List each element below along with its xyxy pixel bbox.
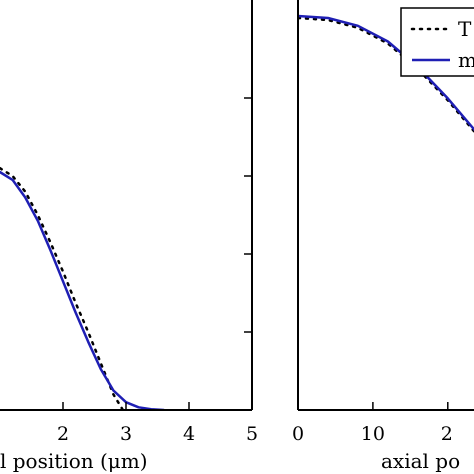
right-chart-panel: 0 10 2 axial po T m bbox=[292, 0, 474, 473]
legend-label-solid: m bbox=[458, 48, 474, 72]
right-x-tick-label: 10 bbox=[361, 423, 385, 445]
left-y-ticks bbox=[244, 97, 252, 333]
left-series-solid-line bbox=[0, 170, 166, 410]
legend: T m bbox=[400, 7, 474, 77]
left-x-ticks: 2 3 4 5 bbox=[57, 402, 258, 445]
left-series-dotted-line bbox=[0, 166, 125, 410]
legend-box bbox=[400, 7, 474, 77]
right-x-tick-label: 2 bbox=[441, 423, 453, 445]
left-x-tick-label: 2 bbox=[57, 423, 69, 445]
legend-label-dotted: T bbox=[458, 17, 472, 41]
left-x-tick-label: 5 bbox=[246, 423, 258, 445]
right-x-axis-label: axial po bbox=[381, 449, 460, 473]
left-chart-panel: 2 3 4 5 l position (μm) bbox=[0, 0, 258, 473]
left-x-axis-label: l position (μm) bbox=[0, 449, 148, 473]
right-x-tick-label: 0 bbox=[292, 423, 304, 445]
left-series-group bbox=[0, 166, 166, 410]
left-x-tick-label: 4 bbox=[183, 423, 195, 445]
right-x-ticks: 0 10 2 bbox=[292, 402, 453, 445]
left-x-tick-label: 3 bbox=[120, 423, 132, 445]
